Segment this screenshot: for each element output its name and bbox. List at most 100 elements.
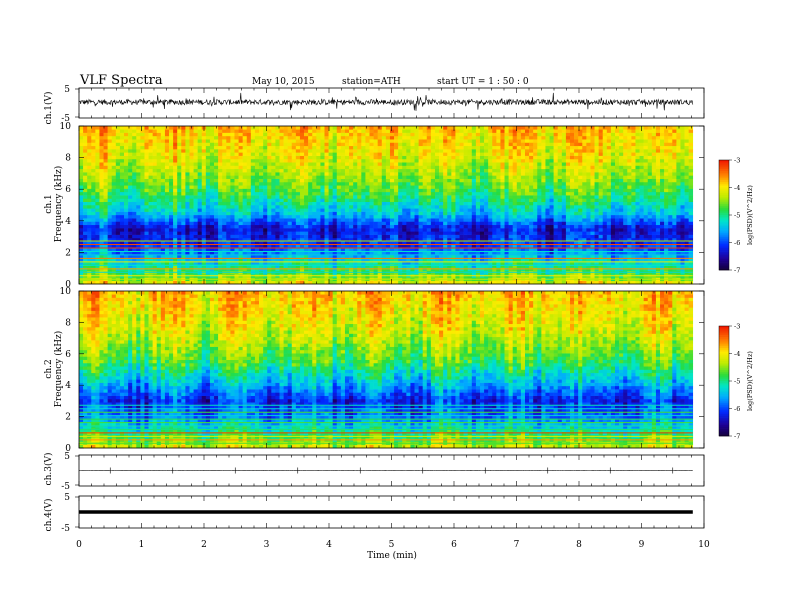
panel-ch1-spec-cell — [422, 251, 428, 255]
panel-ch1-spec-cell — [406, 221, 411, 226]
panel-ch1-spec-cell — [111, 218, 117, 222]
panel-ch1-spec-cell — [144, 165, 149, 170]
panel-ch1-spec-cell — [418, 264, 423, 268]
panel-ch1-spec-cell — [291, 214, 297, 219]
panel-ch1-spec-cell — [173, 129, 178, 133]
panel-ch1-spec-cell — [422, 188, 428, 193]
panel-ch1-spec-cell — [434, 260, 440, 265]
panel-ch1-spec-cell — [357, 145, 362, 150]
panel-ch1-spec-cell — [111, 175, 117, 179]
panel-ch1-spec-cell — [103, 162, 108, 166]
panel-ch1-spec-cell — [238, 260, 243, 265]
panel-ch1-spec-cell — [369, 162, 374, 166]
panel-ch1-spec-cell — [426, 135, 432, 140]
panel-ch1-spec-cell — [377, 251, 383, 255]
panel-ch1-spec-cell — [455, 132, 460, 137]
panel-ch1-spec-cell — [95, 208, 100, 212]
panel-ch1-spec-cell — [451, 267, 456, 272]
panel-ch1-spec-cell — [267, 195, 272, 199]
panel-ch1-spec-cell — [205, 152, 211, 156]
panel-ch1-spec-cell — [344, 158, 350, 163]
panel-ch1-spec-cell — [160, 208, 166, 212]
panel-ch1-spec-cell — [91, 129, 96, 133]
panel-ch1-spec-cell — [83, 132, 88, 137]
panel-ch1-spec-cell — [230, 181, 235, 186]
panel-ch1-spec-cell — [222, 178, 227, 183]
panel-ch1-spec-cell — [140, 135, 145, 140]
panel-ch1-spec-cell — [389, 135, 395, 140]
panel-ch1-spec-cell — [488, 158, 493, 163]
panel-ch1-spec-cell — [124, 158, 129, 163]
panel-ch1-spec-cell — [369, 175, 374, 179]
panel-ch1-spec-cell — [340, 158, 346, 163]
panel-ch1-spec-cell — [181, 211, 186, 216]
panel-ch1-spec-cell — [103, 201, 108, 206]
panel-ch1-spec-cell — [115, 158, 121, 163]
panel-ch1-spec-cell — [177, 254, 182, 258]
panel-ch1-spec-cell — [124, 234, 129, 239]
panel-ch1-spec-cell — [132, 228, 137, 232]
panel-ch1-spec-cell — [291, 211, 297, 216]
panel-ch1-spec-cell — [332, 191, 338, 196]
panel-ch1-spec-cell — [189, 237, 194, 242]
panel-ch1-spec-cell — [205, 267, 211, 272]
panel-ch1-spec-cell — [218, 221, 223, 226]
panel-ch1-spec-cell — [389, 191, 395, 196]
panel-ch1-spec-cell — [385, 135, 391, 140]
panel-ch1-spec-cell — [230, 241, 235, 245]
panel-ch1-spec-cell — [164, 168, 170, 173]
panel-ch1-spec-cell — [242, 260, 248, 265]
panel-ch1-spec-cell — [381, 158, 387, 163]
panel-ch1-spec-cell — [394, 139, 399, 143]
panel-ch1-spec-cell — [103, 221, 108, 226]
panel-ch1-spec-cell — [332, 201, 338, 206]
panel-ch1-spec-cell — [275, 162, 280, 166]
panel-ch1-spec-cell — [475, 175, 481, 179]
panel-ch1-spec-cell — [222, 251, 227, 255]
panel-ch1-spec-cell — [295, 132, 301, 137]
panel-ch1-spec-cell — [283, 257, 288, 262]
panel-ch1-spec-cell — [299, 139, 305, 143]
panel-ch1-spec-cell — [205, 214, 211, 219]
panel-ch1-spec-cell — [287, 129, 293, 133]
panel-ch1-spec-cell — [369, 280, 374, 285]
panel-ch1-spec-cell — [214, 178, 219, 183]
panel-ch1-spec-cell — [246, 224, 252, 229]
panel-ch1-spec-cell — [103, 135, 108, 140]
panel-ch1-spec-cell — [160, 175, 166, 179]
panel-ch1-spec-cell — [479, 205, 485, 209]
panel-ch1-spec-cell — [132, 280, 137, 285]
panel-ch1-spec-cell — [467, 172, 473, 176]
panel-ch1-spec-cell — [275, 257, 280, 262]
panel-ch1-spec-cell — [230, 188, 235, 193]
panel-ch1-spec-cell — [434, 228, 440, 232]
panel-ch1-spec-cell — [443, 251, 448, 255]
panel-ch1-spec-cell — [406, 132, 411, 137]
panel-ch1-spec-cell — [201, 267, 207, 272]
panel-ch1-spec-cell — [295, 214, 301, 219]
panel-ch1-spec-cell — [230, 234, 235, 239]
panel-ch1-spec-cell — [222, 247, 227, 252]
panel-ch1-spec-cell — [357, 205, 362, 209]
panel-ch1-spec-cell — [87, 218, 92, 222]
panel-ch1-spec-cell — [385, 241, 391, 245]
panel-ch1-spec-cell — [136, 129, 141, 133]
panel-ch1-spec-cell — [340, 145, 346, 150]
panel-ch1-spec-cell — [242, 241, 248, 245]
panel-ch1-spec-cell — [426, 162, 432, 166]
panel-ch1-spec-cell — [463, 221, 469, 226]
panel-ch1-spec-cell — [111, 126, 117, 130]
panel-ch1-spec-cell — [209, 142, 215, 147]
panel-ch1-spec-cell — [250, 126, 256, 130]
panel-ch1-spec-cell — [132, 231, 137, 235]
panel-ch1-spec-cell — [488, 208, 493, 212]
panel-ch1-spec-cell — [169, 247, 174, 252]
panel-ch1-spec-cell — [414, 205, 419, 209]
panel-ch1-spec-cell — [283, 218, 288, 222]
panel-ch1-spec-cell — [287, 139, 293, 143]
panel-ch1-spec-cell — [324, 218, 329, 222]
panel-ch1-spec-cell — [140, 198, 145, 203]
panel-ch1-spec-cell — [373, 257, 378, 262]
panel-ch1-spec-cell — [304, 175, 309, 179]
panel-ch1-spec-cell — [185, 162, 190, 166]
